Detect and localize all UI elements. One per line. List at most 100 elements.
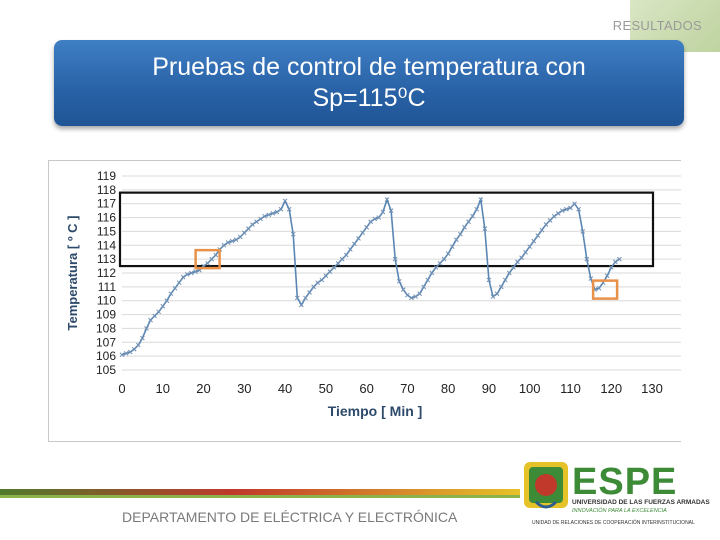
data-point [193, 269, 198, 274]
data-point [282, 198, 288, 204]
y-tick-label: 118 [97, 183, 116, 197]
highlight-marker [591, 279, 619, 300]
espe-emblem-icon: ESPE UNIVERSIDAD DE LAS FUERZAS ARMADAS … [524, 461, 710, 526]
data-point [225, 240, 231, 245]
data-point [184, 272, 190, 277]
data-point [478, 197, 484, 202]
x-tick-label: 40 [278, 381, 292, 396]
data-point [172, 285, 178, 291]
data-point [119, 352, 125, 358]
data-point [258, 216, 263, 222]
data-point [608, 265, 614, 270]
data-point [506, 270, 512, 276]
data-point [580, 229, 586, 234]
y-tick-label: 110 [97, 294, 116, 308]
data-point [335, 260, 341, 266]
data-point [347, 247, 353, 252]
data-point [421, 284, 427, 290]
y-tick-label: 115 [97, 224, 116, 238]
x-tick-label: 100 [519, 381, 541, 396]
data-point [417, 291, 422, 297]
y-tick-label: 112 [97, 266, 116, 280]
data-point [131, 346, 137, 352]
data-point [474, 206, 480, 212]
data-point [523, 249, 528, 255]
data-point [368, 219, 374, 225]
data-point [160, 303, 166, 309]
data-point [237, 234, 243, 240]
svg-text:ESPE: ESPE [572, 461, 677, 503]
data-point [364, 224, 369, 230]
y-tick-label: 111 [98, 280, 117, 294]
data-point [254, 219, 259, 225]
data-point [547, 217, 553, 223]
data-point [617, 256, 622, 262]
data-point [388, 208, 394, 213]
x-tick-label: 30 [237, 381, 251, 396]
data-point [502, 277, 508, 283]
data-point [564, 206, 569, 212]
data-point [498, 284, 504, 290]
data-point [274, 209, 280, 215]
data-point [466, 219, 471, 225]
data-point [123, 351, 129, 356]
y-tick-label: 116 [97, 211, 116, 225]
data-point [144, 326, 149, 331]
data-point [294, 295, 300, 301]
data-point [213, 252, 219, 258]
data-point [400, 287, 406, 292]
data-point [307, 290, 312, 295]
data-point [458, 231, 463, 237]
x-axis-label: Tiempo [ Min ] [328, 403, 423, 419]
data-point [241, 230, 247, 236]
data-point [372, 216, 378, 222]
data-point [555, 211, 561, 216]
y-tick-label: 107 [96, 335, 116, 349]
y-axis-label: Temperatura [ º C ] [65, 215, 80, 330]
x-tick-label: 10 [156, 381, 170, 396]
data-point [180, 274, 186, 280]
y-tick-label: 119 [97, 169, 116, 183]
data-point [486, 277, 492, 283]
y-tick-label: 105 [96, 363, 116, 377]
data-point [319, 277, 325, 283]
highlight-marker [194, 248, 221, 270]
data-point [535, 233, 541, 238]
data-point [384, 197, 390, 202]
espe-logo: ESPE UNIVERSIDAD DE LAS FUERZAS ARMADAS … [522, 456, 720, 528]
x-tick-label: 130 [641, 381, 663, 396]
data-point [429, 270, 435, 276]
x-tick-label: 0 [118, 381, 125, 396]
data-point [596, 285, 602, 291]
y-tick-label: 108 [96, 321, 116, 335]
data-point [462, 224, 467, 230]
data-point [543, 222, 549, 227]
x-tick-label: 70 [400, 381, 414, 396]
data-point [209, 256, 215, 262]
footer-stripe-green [0, 495, 520, 498]
x-tick-label: 50 [319, 381, 333, 396]
chart-frame: 105 106 107 108 109 110 111 112 113 114 115 116 117 1… [48, 160, 681, 442]
data-point [168, 291, 174, 297]
data-point [188, 270, 194, 276]
data-point [299, 302, 304, 308]
data-point [352, 241, 357, 247]
data-point [527, 244, 533, 250]
data-point [445, 251, 451, 256]
data-point [584, 256, 590, 262]
data-point [551, 213, 557, 219]
data-point [449, 244, 455, 250]
data-point [205, 260, 210, 266]
data-point [303, 295, 308, 301]
data-point [568, 205, 573, 211]
slide-title: Pruebas de control de temperatura con Sp… [152, 53, 586, 112]
y-tick-label: 106 [96, 349, 116, 363]
data-point [266, 212, 272, 218]
x-tick-label: 90 [482, 381, 496, 396]
data-point [233, 237, 239, 243]
data-point [515, 259, 520, 265]
data-point [494, 291, 500, 297]
section-label: RESULTADOS [612, 18, 702, 33]
data-point [152, 313, 157, 319]
x-tick-label: 60 [359, 381, 373, 396]
